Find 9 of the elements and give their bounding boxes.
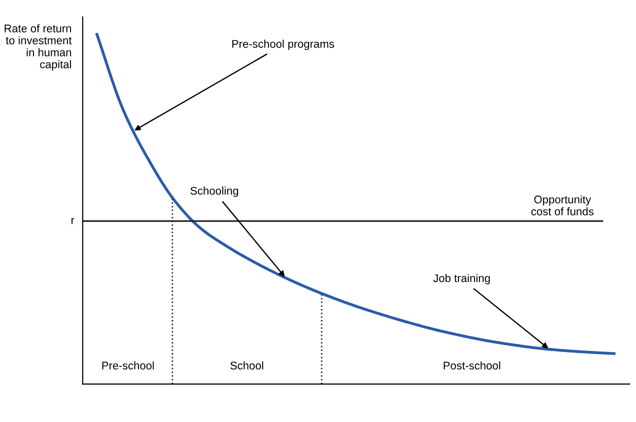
text: r [72, 218, 74, 224]
annotation: Schooling [190, 186, 238, 197]
annotation: Pre-school programs [232, 40, 334, 50]
annotation: Post-school [444, 361, 500, 370]
annotation: School [230, 361, 264, 370]
ref-line-label: Opportunity cost of funds [531, 195, 594, 216]
annotation: Pre-school [102, 361, 154, 370]
annotation: Job training [433, 274, 490, 284]
y-axis-title: Rate of return to investment in human capital [4, 24, 72, 70]
